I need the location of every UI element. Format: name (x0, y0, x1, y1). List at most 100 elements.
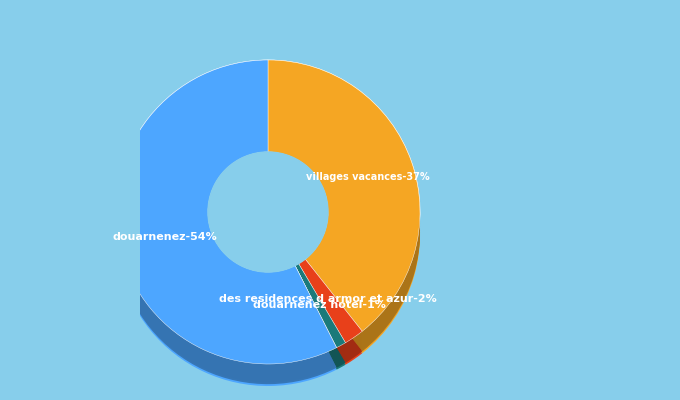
Wedge shape (299, 278, 362, 361)
Wedge shape (299, 278, 362, 362)
Wedge shape (295, 272, 337, 354)
Wedge shape (295, 269, 345, 353)
Wedge shape (295, 275, 345, 359)
Wedge shape (295, 276, 345, 360)
Wedge shape (295, 266, 337, 348)
Wedge shape (299, 265, 362, 349)
Wedge shape (299, 259, 362, 343)
Wedge shape (299, 272, 362, 355)
Wedge shape (295, 267, 345, 351)
Wedge shape (295, 269, 337, 351)
Wedge shape (295, 284, 337, 366)
Wedge shape (268, 63, 420, 334)
Wedge shape (299, 268, 362, 352)
Wedge shape (116, 60, 337, 364)
Wedge shape (299, 274, 362, 358)
Wedge shape (268, 66, 420, 337)
Wedge shape (299, 259, 362, 343)
Wedge shape (295, 288, 337, 370)
Wedge shape (268, 78, 420, 350)
Wedge shape (295, 280, 345, 364)
Wedge shape (299, 259, 362, 343)
Wedge shape (268, 66, 420, 338)
Wedge shape (116, 62, 337, 366)
Wedge shape (116, 71, 337, 375)
Wedge shape (295, 271, 345, 355)
Wedge shape (295, 275, 337, 357)
Wedge shape (116, 66, 337, 370)
Wedge shape (299, 272, 362, 356)
Wedge shape (295, 275, 337, 357)
Circle shape (208, 152, 328, 272)
Text: des residences d armor et azur-2%: des residences d armor et azur-2% (219, 294, 437, 304)
Wedge shape (295, 282, 345, 366)
Wedge shape (268, 72, 420, 344)
Wedge shape (268, 69, 420, 340)
Wedge shape (116, 63, 337, 367)
Wedge shape (268, 60, 420, 331)
Wedge shape (295, 281, 337, 363)
Wedge shape (268, 73, 420, 344)
Wedge shape (295, 267, 345, 351)
Wedge shape (295, 270, 345, 354)
Wedge shape (299, 275, 362, 358)
Wedge shape (295, 266, 337, 348)
Wedge shape (295, 266, 345, 350)
Wedge shape (299, 261, 362, 345)
Wedge shape (295, 267, 337, 350)
Wedge shape (268, 64, 420, 335)
Wedge shape (268, 76, 420, 347)
Wedge shape (116, 60, 337, 364)
Wedge shape (295, 282, 345, 366)
Wedge shape (295, 286, 337, 368)
Wedge shape (295, 266, 337, 348)
Wedge shape (116, 64, 337, 368)
Wedge shape (268, 60, 420, 331)
Wedge shape (299, 264, 362, 348)
Wedge shape (299, 262, 362, 346)
Wedge shape (116, 82, 337, 386)
Wedge shape (295, 264, 345, 348)
Wedge shape (295, 264, 345, 348)
Wedge shape (299, 259, 362, 343)
Wedge shape (299, 268, 362, 352)
Wedge shape (116, 73, 337, 377)
Wedge shape (295, 284, 337, 366)
Wedge shape (116, 60, 337, 364)
Wedge shape (268, 60, 420, 331)
Wedge shape (116, 79, 337, 383)
Wedge shape (116, 67, 337, 371)
Wedge shape (268, 80, 420, 352)
Wedge shape (116, 60, 337, 364)
Wedge shape (295, 276, 337, 359)
Wedge shape (295, 273, 337, 355)
Wedge shape (295, 269, 337, 351)
Wedge shape (295, 279, 345, 363)
Wedge shape (295, 282, 337, 364)
Wedge shape (116, 80, 337, 384)
Wedge shape (299, 281, 362, 365)
Wedge shape (295, 278, 337, 360)
Wedge shape (299, 270, 362, 354)
Wedge shape (299, 279, 362, 363)
Wedge shape (295, 264, 345, 348)
Wedge shape (295, 273, 345, 357)
Wedge shape (116, 66, 337, 370)
Wedge shape (295, 286, 345, 370)
Wedge shape (268, 70, 420, 341)
Wedge shape (116, 75, 337, 379)
Wedge shape (295, 264, 345, 348)
Wedge shape (116, 76, 337, 380)
Wedge shape (295, 276, 345, 360)
Wedge shape (268, 62, 420, 333)
Wedge shape (116, 72, 337, 376)
Wedge shape (116, 69, 337, 373)
Wedge shape (295, 271, 337, 353)
Wedge shape (268, 71, 420, 342)
Wedge shape (116, 70, 337, 374)
Wedge shape (299, 276, 362, 359)
Wedge shape (116, 78, 337, 382)
Text: villages vacances-37%: villages vacances-37% (306, 172, 430, 182)
Text: douarnenez hotel-1%: douarnenez hotel-1% (252, 300, 386, 310)
Wedge shape (295, 278, 337, 360)
